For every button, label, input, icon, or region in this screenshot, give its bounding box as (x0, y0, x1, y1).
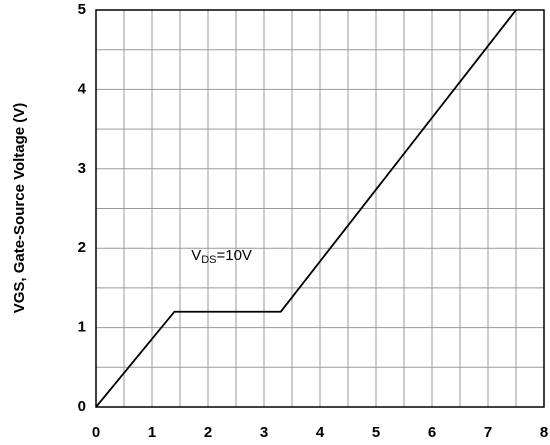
x-tick-label: 3 (260, 424, 268, 441)
plot-frame (95, 9, 545, 408)
x-tick-label: 8 (540, 424, 548, 441)
data-line (95, 9, 517, 408)
y-axis-label: VGS, Gate-Source Voltage (V) (11, 103, 28, 314)
x-tick-label: 7 (484, 424, 492, 441)
x-tick-label: 4 (316, 424, 325, 441)
y-tick-label: 5 (78, 1, 86, 18)
annotation-suffix: =10V (216, 247, 251, 264)
x-tick-label: 5 (372, 424, 380, 441)
y-tick-label: 1 (78, 319, 86, 336)
y-tick-label: 2 (78, 239, 86, 256)
x-tick-label: 1 (148, 424, 156, 441)
x-tick-label: 6 (428, 424, 436, 441)
y-tick-label: 4 (78, 80, 87, 97)
y-tick-label: 3 (78, 160, 86, 177)
annotation: VDS=10V (191, 247, 252, 266)
annotation-main: V (191, 247, 201, 264)
x-tick-label: 2 (204, 424, 212, 441)
y-tick-label: 0 (78, 398, 86, 415)
annotation-subscript: DS (201, 254, 216, 266)
x-tick-label: 0 (92, 424, 100, 441)
